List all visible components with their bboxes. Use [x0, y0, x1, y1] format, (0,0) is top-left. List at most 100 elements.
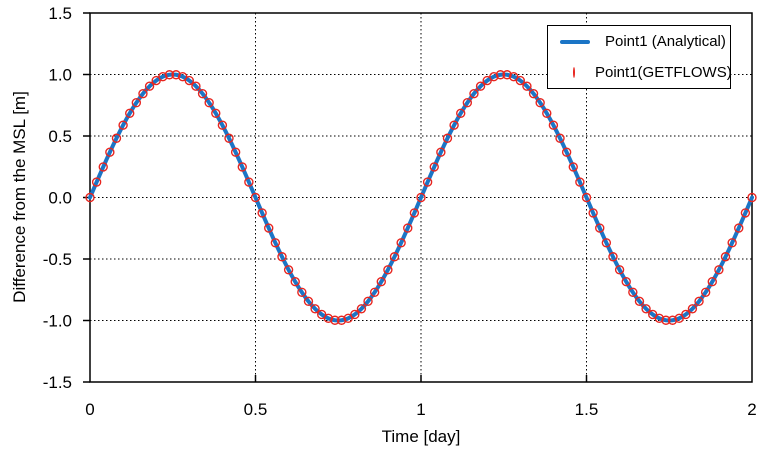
series-getflows-marker: [330, 315, 340, 325]
series-getflows-marker: [250, 192, 261, 203]
series-getflows-marker: [290, 277, 300, 287]
series-getflows-marker: [727, 238, 737, 248]
series-getflows-marker: [515, 75, 525, 86]
series-getflows-marker: [98, 162, 108, 172]
series-getflows-marker: [323, 313, 334, 324]
series-getflows-marker: [144, 81, 155, 91]
series-getflows-marker: [184, 75, 195, 86]
series-getflows-marker: [707, 277, 717, 287]
series-getflows-marker: [462, 98, 473, 108]
series-getflows-marker: [634, 296, 645, 307]
y-tick-label: -1.0: [43, 312, 72, 331]
series-getflows-marker: [283, 265, 294, 275]
series-getflows-marker: [237, 162, 247, 172]
series-getflows-marker: [687, 304, 698, 314]
series-getflows-marker: [211, 108, 221, 119]
series-getflows-marker: [85, 192, 95, 203]
circle-marker-icon: [573, 67, 575, 78]
series-getflows-marker: [350, 309, 360, 320]
series-getflows-marker: [409, 208, 420, 218]
series-getflows-marker: [369, 287, 380, 297]
series-getflows-marker: [257, 208, 267, 218]
series-getflows-marker: [588, 208, 598, 218]
series-getflows-marker: [429, 162, 439, 172]
series-getflows-marker: [158, 71, 168, 82]
series-getflows-marker: [522, 81, 532, 91]
series-getflows-marker: [575, 177, 585, 187]
series-getflows-marker: [277, 252, 287, 262]
series-getflows-marker: [740, 208, 751, 218]
series-getflows-marker: [469, 88, 479, 99]
y-tick-label: -1.5: [43, 373, 72, 392]
legend-label-analytical: Point1 (Analytical): [605, 33, 726, 50]
series-getflows-marker: [131, 98, 142, 108]
series-getflows-marker: [535, 98, 545, 108]
y-axis-title: Difference from the MSL [m]: [10, 91, 29, 303]
series-getflows-marker: [608, 252, 618, 262]
series-getflows-marker: [621, 277, 631, 287]
series-getflows-marker: [568, 162, 578, 172]
series-getflows-marker: [436, 147, 446, 157]
series-getflows-marker: [105, 147, 115, 157]
series-getflows-marker: [542, 108, 552, 119]
series-getflows-marker: [376, 277, 386, 287]
x-tick-label: 0: [85, 400, 94, 419]
series-getflows-marker: [224, 133, 234, 143]
series-analytical-line: [88, 72, 754, 323]
series-getflows-marker: [270, 238, 281, 248]
y-tick-label: 0.0: [48, 189, 72, 208]
series-getflows-marker: [422, 177, 433, 187]
series-getflows-marker: [171, 70, 181, 80]
series-getflows-marker: [661, 315, 671, 325]
series-getflows-marker: [138, 88, 148, 99]
series-getflows-marker: [641, 304, 651, 314]
series-getflows-marker: [383, 265, 393, 275]
series-getflows-marker: [336, 315, 347, 325]
series-getflows-marker: [528, 88, 539, 99]
series-getflows-marker: [581, 192, 592, 203]
series-getflows-marker: [502, 70, 512, 80]
y-tick-label: 1.0: [48, 66, 72, 85]
legend-item-analytical: Point1 (Analytical): [548, 28, 730, 56]
series-getflows-marker: [297, 287, 307, 297]
series-getflows-marker: [720, 252, 731, 262]
legend-item-getflows: Point1(GETFLOWS): [548, 59, 732, 87]
series-getflows-marker: [363, 296, 373, 307]
series-getflows-marker: [356, 304, 367, 314]
series-getflows-marker: [389, 252, 400, 262]
y-tick-label: 1.5: [48, 4, 72, 23]
y-tick-label: 0.5: [48, 127, 72, 146]
legend: Point1 (Analytical) Point1(GETFLOWS): [547, 25, 732, 89]
series-getflows-marker: [191, 81, 201, 91]
series-getflows-marker: [416, 192, 426, 203]
series-getflows-marker: [264, 223, 274, 233]
series-getflows-marker: [561, 147, 572, 157]
series-getflows-marker: [310, 304, 320, 314]
series-getflows-marker: [555, 133, 565, 143]
series-getflows-marker: [403, 223, 413, 233]
series-getflows-marker: [734, 223, 744, 233]
x-tick-label: 2: [747, 400, 756, 419]
series-getflows-marker: [204, 98, 214, 108]
series-getflows-marker: [197, 88, 208, 99]
series-getflows-marker: [230, 147, 241, 157]
y-tick-label: -0.5: [43, 250, 72, 269]
legend-label-getflows: Point1(GETFLOWS): [595, 64, 732, 81]
series-getflows-marker: [164, 70, 175, 80]
series-getflows-marker: [244, 177, 254, 187]
series-getflows-marker: [442, 133, 453, 143]
series-getflows-marker: [601, 238, 612, 248]
series-getflows-marker: [614, 265, 625, 275]
series-getflows-marker: [595, 223, 605, 233]
series-getflows-marker: [217, 120, 228, 130]
series-getflows-marker: [495, 70, 506, 80]
x-tick-label: 1: [416, 400, 425, 419]
series-getflows-marker: [489, 71, 499, 82]
series-getflows-marker: [396, 238, 406, 248]
series-getflows-marker: [747, 192, 757, 203]
line-swatch-icon: [560, 39, 590, 44]
series-getflows-marker: [125, 108, 135, 119]
x-tick-label: 0.5: [244, 400, 268, 419]
